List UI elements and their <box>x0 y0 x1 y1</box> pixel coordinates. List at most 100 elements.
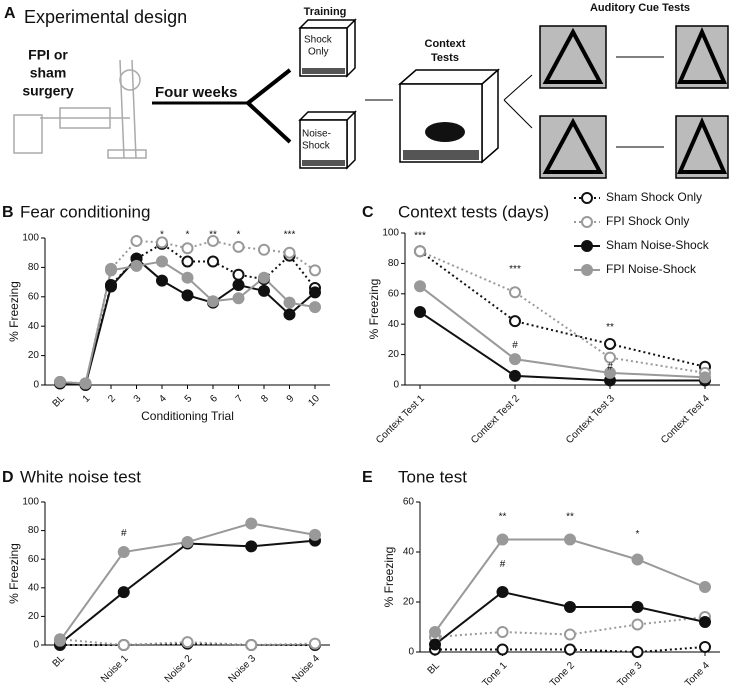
arrow <box>246 68 292 144</box>
annotation: ** <box>209 230 217 241</box>
y-tick-label: 20 <box>403 597 415 608</box>
point <box>156 274 168 287</box>
annotation: * <box>237 230 241 241</box>
annotation: * <box>636 529 640 540</box>
point <box>414 280 426 293</box>
x-tick-label: 4 <box>157 393 169 405</box>
panel-title: White noise test <box>20 467 141 486</box>
y-tick-label: 100 <box>382 228 399 239</box>
x-tick-label: Noise 4 <box>290 653 322 685</box>
y-tick-label: 80 <box>28 525 40 536</box>
point <box>564 643 576 656</box>
label: Context <box>425 38 466 50</box>
label: Training <box>304 6 347 18</box>
x-tick-label: 7 <box>234 393 246 405</box>
point <box>232 292 245 305</box>
label: Shock <box>304 35 333 46</box>
point <box>699 581 711 593</box>
point <box>181 636 194 649</box>
point <box>156 236 168 249</box>
y-tick-label: 80 <box>388 258 400 269</box>
point <box>604 337 616 350</box>
box <box>398 68 500 164</box>
label: Auditory Cue Tests <box>590 2 690 14</box>
point <box>245 517 258 530</box>
annotation: *** <box>509 264 521 275</box>
point <box>258 284 270 297</box>
point <box>631 618 644 631</box>
point <box>130 234 143 247</box>
point <box>496 533 509 546</box>
annotation: ** <box>566 512 574 523</box>
point <box>429 638 441 651</box>
point <box>130 259 143 272</box>
x-tick-label: BL <box>426 660 443 677</box>
point <box>309 637 321 650</box>
point <box>232 268 245 281</box>
point <box>309 528 321 541</box>
annotation: # <box>121 528 127 539</box>
point <box>283 308 296 321</box>
series-line <box>59 539 316 645</box>
y-tick-label: 80 <box>28 262 40 273</box>
x-tick-label: Context Test 2 <box>469 393 522 446</box>
grid-floor <box>403 150 479 160</box>
point <box>207 234 219 247</box>
x-tick-label: 9 <box>285 393 297 405</box>
point <box>79 377 92 390</box>
legend-marker <box>581 192 593 204</box>
label: FPI or <box>28 47 68 63</box>
x-tick-label: Tone 1 <box>480 660 509 688</box>
point <box>181 536 194 549</box>
point <box>117 586 130 599</box>
point <box>509 315 521 328</box>
annotation: # <box>607 361 613 372</box>
box <box>298 18 357 170</box>
legend-marker <box>581 264 593 276</box>
x-tick-label: 1 <box>81 393 93 405</box>
y-tick-label: 20 <box>28 611 40 622</box>
point <box>181 242 194 255</box>
x-tick-label: BL <box>51 393 68 410</box>
label: Only <box>308 47 329 58</box>
legend-label: FPI Noise-Shock <box>606 262 697 276</box>
label: Four weeks <box>155 84 238 101</box>
panel-letter: E <box>362 469 373 486</box>
annotation: * <box>160 230 164 241</box>
point <box>105 280 117 293</box>
x-tick-label: Context Test 1 <box>374 393 427 446</box>
point <box>258 271 270 284</box>
panel-title: Fear conditioning <box>20 202 150 221</box>
apparatus-icon <box>13 59 147 159</box>
y-tick-label: 100 <box>22 497 39 508</box>
point <box>258 243 270 256</box>
series-line <box>419 311 705 382</box>
point <box>564 628 576 641</box>
box <box>539 25 729 179</box>
point <box>309 286 321 299</box>
point <box>245 540 258 553</box>
point <box>283 296 296 309</box>
y-tick-label: 40 <box>28 321 40 332</box>
x-tick-label: Noise 3 <box>226 653 258 685</box>
point <box>117 639 130 651</box>
annotation: * <box>186 230 190 241</box>
y-tick-label: 60 <box>28 291 40 302</box>
y-tick-label: 60 <box>28 554 40 565</box>
point <box>699 616 711 628</box>
point <box>207 295 219 308</box>
x-tick-label: 8 <box>259 393 271 405</box>
annotation: ** <box>606 322 614 333</box>
arrow <box>616 56 664 148</box>
legend-label: Sham Shock Only <box>606 190 702 204</box>
annotation: *** <box>414 231 426 242</box>
y-tick-label: 20 <box>28 350 40 361</box>
panel-letter: C <box>362 204 374 221</box>
point <box>232 240 245 253</box>
annotation: *** <box>284 230 296 241</box>
label: Shock <box>302 141 331 152</box>
y-tick-label: 100 <box>22 233 39 244</box>
x-tick-label: Noise 1 <box>99 653 131 685</box>
x-tick-label: Context Test 4 <box>659 393 712 446</box>
x-tick-label: BL <box>51 653 68 670</box>
